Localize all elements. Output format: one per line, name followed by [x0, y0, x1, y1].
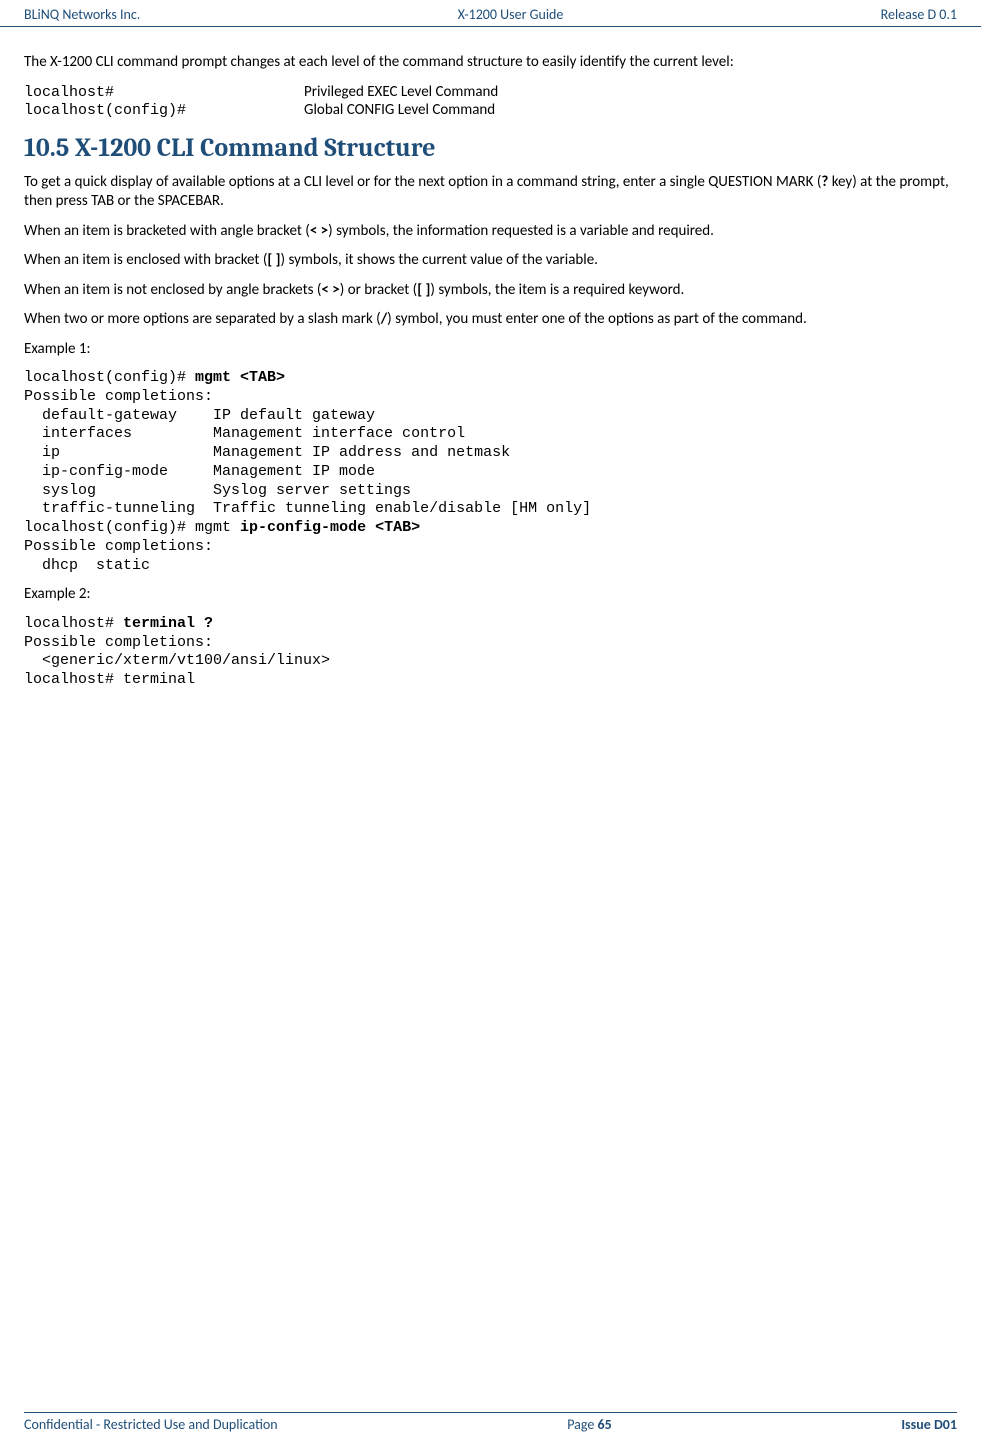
bold-text: < >	[310, 222, 328, 240]
text: ) symbols, the item is a required keywor…	[430, 281, 684, 299]
header-center: X-1200 User Guide	[458, 6, 564, 23]
intro-paragraph: The X-1200 CLI command prompt changes at…	[24, 53, 957, 73]
text: When an item is not enclosed by angle br…	[24, 281, 321, 299]
prompt-desc: Privileged EXEC Level Command	[304, 83, 498, 101]
bold-text: < >	[321, 281, 339, 299]
text: When an item is bracketed with angle bra…	[24, 222, 310, 240]
code-prompt: localhost(config)#	[24, 369, 195, 386]
section-heading: 10.5 X-1200 CLI Command Structure	[24, 133, 957, 163]
prompt-level-table: localhost# Privileged EXEC Level Command…	[24, 83, 498, 119]
text: ) symbols, it shows the current value of…	[281, 251, 598, 269]
section-number: 10.5	[24, 133, 69, 163]
page-content: The X-1200 CLI command prompt changes at…	[0, 27, 981, 690]
page-footer: Confidential - Restricted Use and Duplic…	[24, 1412, 957, 1433]
footer-page: Page 65	[567, 1416, 611, 1433]
example-label: Example 1:	[24, 340, 957, 360]
text: ) symbols, the information requested is …	[328, 222, 714, 240]
text: When two or more options are separated b…	[24, 310, 381, 328]
code-block-example1: localhost(config)# mgmt <TAB> Possible c…	[24, 369, 957, 575]
code-prompt: localhost(config)# mgmt	[24, 519, 240, 536]
page-number: 65	[598, 1416, 612, 1433]
section-title: X-1200 CLI Command Structure	[75, 133, 436, 163]
code-command: terminal ?	[123, 615, 213, 632]
footer-left: Confidential - Restricted Use and Duplic…	[24, 1416, 278, 1433]
header-right: Release D 0.1	[881, 6, 957, 23]
text: ) symbol, you must enter one of the opti…	[387, 310, 807, 328]
table-row: localhost# Privileged EXEC Level Command	[24, 83, 498, 101]
code-output: Possible completions: dhcp static	[24, 538, 213, 574]
code-prompt: localhost#	[24, 615, 123, 632]
code-output: Possible completions: default-gateway IP…	[24, 388, 591, 518]
code-command: mgmt <TAB>	[195, 369, 285, 386]
body-paragraph: When two or more options are separated b…	[24, 310, 957, 330]
code-output: Possible completions: <generic/xterm/vt1…	[24, 634, 330, 689]
code-block-example2: localhost# terminal ? Possible completio…	[24, 615, 957, 690]
table-row: localhost(config)# Global CONFIG Level C…	[24, 101, 498, 119]
footer-right: Issue D01	[901, 1416, 957, 1433]
body-paragraph: When an item is bracketed with angle bra…	[24, 222, 957, 242]
prompt-cmd: localhost#	[24, 84, 114, 101]
text: When an item is enclosed with bracket (	[24, 251, 267, 269]
body-paragraph: When an item is enclosed with bracket ([…	[24, 251, 957, 271]
page-label: Page	[567, 1416, 597, 1433]
prompt-cmd: localhost(config)#	[24, 102, 186, 119]
body-paragraph: When an item is not enclosed by angle br…	[24, 281, 957, 301]
bold-text: [ ]	[417, 281, 430, 299]
body-paragraph: To get a quick display of available opti…	[24, 173, 957, 212]
text: To get a quick display of available opti…	[24, 173, 821, 191]
bold-text: [ ]	[267, 251, 280, 269]
example-label: Example 2:	[24, 585, 957, 605]
page-header: BLiNQ Networks Inc. X-1200 User Guide Re…	[0, 0, 981, 27]
code-command: ip-config-mode <TAB>	[240, 519, 420, 536]
text: ) or bracket (	[340, 281, 417, 299]
header-left: BLiNQ Networks Inc.	[24, 6, 140, 23]
prompt-desc: Global CONFIG Level Command	[304, 101, 498, 119]
